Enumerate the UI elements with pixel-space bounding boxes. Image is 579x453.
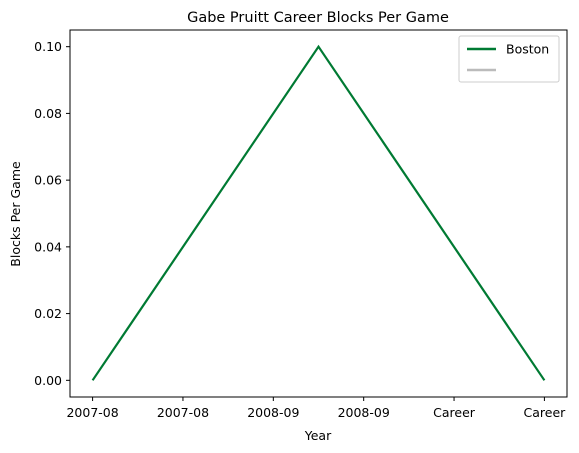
y-tick-label: 0.00 xyxy=(34,373,62,388)
x-axis-label: Year xyxy=(304,428,332,443)
chart-title: Gabe Pruitt Career Blocks Per Game xyxy=(187,10,449,26)
x-tick-label: 2008-09 xyxy=(338,405,390,420)
x-tick-label: 2007-08 xyxy=(157,405,209,420)
y-tick-label: 0.10 xyxy=(34,39,62,54)
series-layer xyxy=(93,47,545,381)
legend-label-boston: Boston xyxy=(506,42,549,57)
x-tick-label: 2008-09 xyxy=(247,405,299,420)
x-tick-label: Career xyxy=(433,405,476,420)
y-tick-label: 0.06 xyxy=(34,173,62,188)
x-tick-label: Career xyxy=(524,405,567,420)
x-axis: 2007-08 2007-08 2008-09 2008-09 Career Career xyxy=(66,397,566,420)
y-tick-label: 0.04 xyxy=(34,239,62,254)
y-axis-label: Blocks Per Game xyxy=(8,161,23,267)
x-tick-label: 2007-08 xyxy=(66,405,118,420)
y-tick-label: 0.08 xyxy=(34,106,62,121)
y-tick-label: 0.02 xyxy=(34,306,62,321)
legend: Boston xyxy=(459,36,559,82)
plot-frame xyxy=(70,30,567,397)
series-line-boston xyxy=(93,47,545,381)
y-axis: 0.00 0.02 0.04 0.06 0.08 0.10 xyxy=(34,39,70,388)
